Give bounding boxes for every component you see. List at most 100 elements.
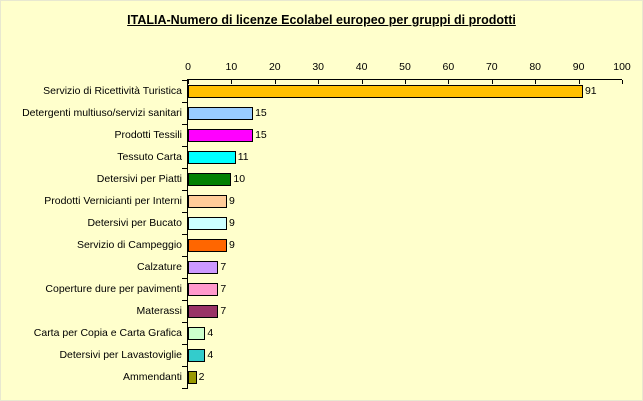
category-label: Detergenti multiuso/servizi sanitari	[22, 107, 182, 119]
bar-row: Ammendanti 2	[123, 366, 622, 388]
bar	[188, 304, 219, 318]
bar-track: 4	[188, 348, 622, 362]
bar-track: 7	[188, 304, 622, 318]
plot-area: Servizio di Ricettività Turistica 91 Det…	[22, 61, 631, 389]
bar-track: 91	[188, 84, 622, 98]
x-tick-mark	[448, 80, 450, 84]
bar-row: Tessuto Carta 11	[117, 146, 622, 168]
category-label: Servizio di Campeggio	[76, 239, 182, 251]
y-tick-mark	[182, 322, 188, 323]
value-label: 10	[233, 173, 246, 185]
bar-row: Calzature 7	[137, 256, 622, 278]
y-tick-mark	[182, 168, 188, 169]
y-tick-mark	[182, 190, 188, 191]
value-label: 2	[198, 371, 205, 383]
value-label: 4	[207, 327, 214, 339]
x-tick-mark	[491, 80, 493, 84]
x-tick-label: 10	[225, 61, 238, 73]
bar	[188, 238, 228, 252]
bar-track: 15	[188, 106, 622, 120]
x-tick-label: 90	[572, 61, 585, 73]
y-tick-mark	[182, 146, 188, 147]
category-label: Materassi	[136, 305, 182, 317]
category-label: Detersivi per Bucato	[87, 217, 182, 229]
x-tick-label: 100	[613, 61, 631, 73]
x-tick-mark	[188, 80, 189, 84]
bar-track: 7	[188, 282, 622, 296]
value-label: 9	[229, 217, 235, 229]
chart-title: ITALIA-Numero di licenze Ecolabel europe…	[127, 13, 516, 27]
x-tick-label: 50	[399, 61, 411, 73]
category-label: Ammendanti	[123, 371, 182, 383]
bar-row: Coperture dure per pavimenti 7	[45, 278, 622, 300]
x-tick-mark	[535, 80, 537, 84]
x-tick-mark	[578, 80, 580, 84]
category-label: Tessuto Carta	[117, 151, 182, 163]
category-label: Servizio di Ricettività Turistica	[43, 85, 182, 97]
bar-row: Detergenti multiuso/servizi sanitari 15	[22, 102, 622, 124]
y-tick-mark	[182, 278, 188, 279]
bar	[188, 260, 219, 274]
x-tick-label: 60	[442, 61, 455, 73]
value-label: 4	[207, 349, 214, 361]
category-label: Prodotti Vernicianti per Interni	[44, 195, 182, 207]
category-label: Detersivi per Piatti	[96, 173, 182, 185]
bar-row: Materassi 7	[136, 300, 622, 322]
x-tick-mark	[405, 80, 406, 84]
y-tick-mark	[182, 124, 188, 125]
y-tick-mark	[182, 212, 188, 213]
bar-track: 9	[188, 194, 622, 208]
x-tick-mark	[318, 80, 320, 84]
category-label: Calzature	[137, 261, 182, 273]
x-tick-label: 20	[268, 61, 281, 73]
bar-track: 4	[188, 326, 622, 340]
y-tick-mark	[182, 300, 188, 301]
x-tick-mark	[274, 80, 276, 84]
category-label: Detersivi per Lavastoviglie	[59, 349, 182, 361]
bar	[188, 150, 236, 164]
y-tick-mark	[182, 256, 188, 257]
bar-row: Detersivi per Lavastoviglie 4	[59, 344, 622, 366]
x-tick-mark	[231, 80, 233, 84]
y-tick-mark	[182, 102, 188, 103]
bar-row: Servizio di Ricettività Turistica 91	[43, 80, 622, 102]
bar-row: Carta per Copia e Carta Grafica 4	[34, 322, 622, 344]
bar	[188, 194, 228, 208]
bar-row: Detersivi per Piatti 10	[97, 168, 622, 190]
y-tick-mark	[182, 388, 188, 389]
category-label: Coperture dure per pavimenti	[45, 283, 182, 295]
bar-track: 11	[188, 150, 622, 164]
bar	[188, 128, 254, 142]
value-label: 11	[237, 151, 249, 163]
x-tick-label: 0	[185, 61, 191, 73]
y-tick-mark	[182, 234, 188, 235]
bar	[188, 282, 219, 296]
bar-track: 2	[188, 370, 622, 384]
value-label: 15	[255, 129, 267, 141]
value-label: 7	[220, 261, 227, 273]
x-tick-label: 30	[312, 61, 325, 73]
bar	[188, 172, 232, 186]
bar-track: 7	[188, 260, 622, 274]
x-tick-label: 40	[355, 61, 368, 73]
value-label: 7	[220, 305, 227, 317]
x-tick-label: 70	[485, 61, 498, 73]
bar	[188, 370, 197, 384]
category-label: Carta per Copia e Carta Grafica	[33, 327, 182, 339]
bar-rows: Servizio di Ricettività Turistica 91 Det…	[22, 80, 622, 388]
bar-row: Prodotti Tessili 15	[114, 124, 622, 146]
y-tick-mark	[182, 80, 188, 81]
bar-track: 9	[188, 216, 622, 230]
value-label: 91	[584, 85, 597, 97]
bar	[188, 106, 254, 120]
bar-track: 9	[188, 238, 622, 252]
bar	[188, 84, 583, 98]
bar	[188, 348, 206, 362]
bar-track: 10	[188, 172, 622, 186]
bar-row: Detersivi per Bucato 9	[87, 212, 622, 234]
bar-track: 15	[188, 128, 622, 142]
value-label: 9	[229, 195, 235, 207]
value-label: 9	[229, 239, 235, 251]
value-label: 7	[220, 283, 227, 295]
